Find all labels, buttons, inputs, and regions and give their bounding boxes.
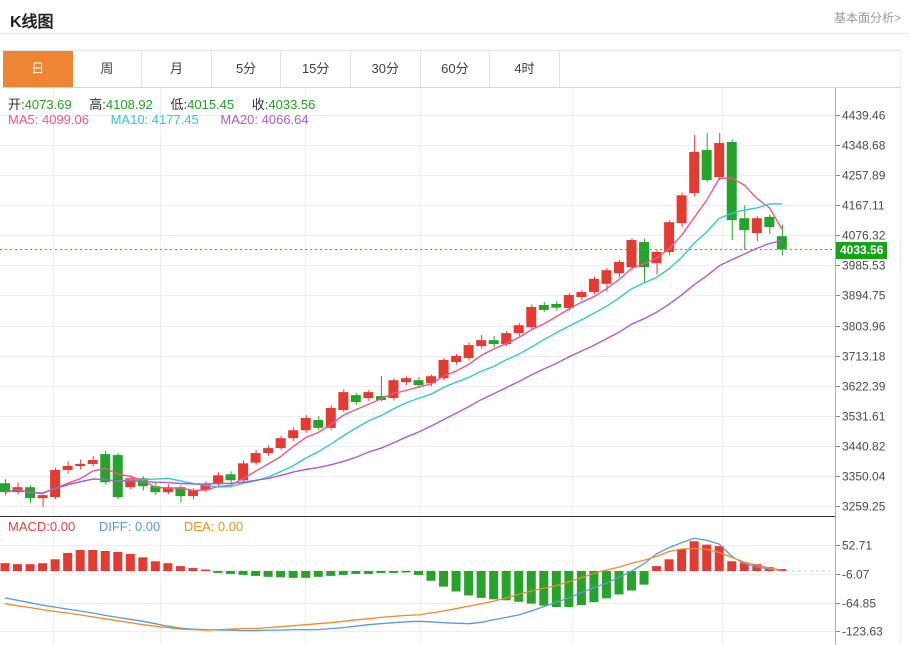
svg-text:4348.68: 4348.68 [842, 139, 886, 153]
macd-header-row: MACD:0.00 DIFF: 0.00 DEA: 0.00 [8, 519, 263, 534]
ma5-value: MA5: 4099.06 [8, 112, 89, 127]
tab-60min[interactable]: 60分 [420, 51, 491, 87]
svg-text:4439.46: 4439.46 [842, 109, 886, 123]
ma-row: MA5: 4099.06 MA10: 4177.45 MA20: 4066.64 [8, 112, 327, 127]
ma10-value: MA10: 4177.45 [110, 112, 199, 127]
panel-right-border [900, 50, 901, 645]
svg-text:3350.04: 3350.04 [842, 470, 886, 484]
header-divider [0, 33, 909, 34]
macd-value: MACD:0.00 [8, 519, 76, 534]
svg-text:3713.18: 3713.18 [842, 350, 886, 364]
tab-4hour[interactable]: 4时 [490, 51, 560, 87]
dea-value: DEA: 0.00 [183, 519, 244, 534]
svg-text:4257.89: 4257.89 [842, 169, 886, 183]
svg-text:3531.61: 3531.61 [842, 410, 886, 424]
period-tabbar: 日 周 月 5分 15分 30分 60分 4时 [3, 50, 900, 88]
high-value: 高:4108.92 [89, 97, 153, 112]
tab-5min[interactable]: 5分 [211, 51, 282, 87]
svg-text:-6.07: -6.07 [842, 568, 870, 582]
tab-15min[interactable]: 15分 [281, 51, 351, 87]
svg-text:3985.53: 3985.53 [842, 259, 886, 273]
tab-month[interactable]: 月 [142, 51, 212, 87]
svg-text:52.71: 52.71 [842, 539, 872, 553]
ohlc-row: 开:4073.69 高:4108.92 低:4015.45 收:4033.56 [8, 94, 329, 113]
svg-text:3440.82: 3440.82 [842, 440, 886, 454]
svg-text:-64.85: -64.85 [842, 597, 876, 611]
page-title: K线图 [10, 14, 54, 31]
close-value: 收:4033.56 [251, 97, 316, 112]
tab-week[interactable]: 周 [72, 51, 143, 87]
svg-text:-123.63: -123.63 [842, 625, 883, 639]
ma20-value: MA20: 4066.64 [220, 112, 309, 127]
tab-day[interactable]: 日 [3, 51, 73, 87]
svg-text:3622.39: 3622.39 [842, 380, 886, 394]
svg-text:3894.75: 3894.75 [842, 289, 886, 303]
svg-text:3803.96: 3803.96 [842, 320, 886, 334]
tab-30min[interactable]: 30分 [350, 51, 421, 87]
current-price-tag: 4033.56 [836, 242, 888, 259]
open-value: 开:4073.69 [8, 97, 72, 112]
svg-text:3259.25: 3259.25 [842, 500, 886, 514]
fundamental-analysis-link[interactable]: 基本面分析> [833, 11, 901, 25]
svg-text:4076.32: 4076.32 [842, 229, 886, 243]
svg-text:4167.11: 4167.11 [842, 199, 885, 213]
diff-value: DIFF: 0.00 [98, 519, 161, 534]
low-value: 低:4015.45 [170, 97, 235, 112]
